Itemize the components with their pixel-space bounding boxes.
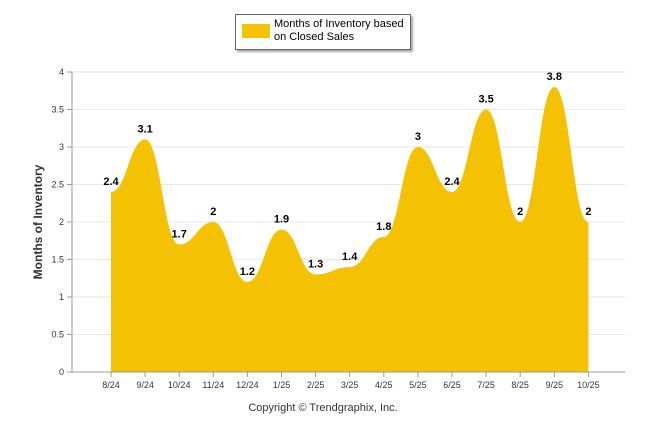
data-label: 2 [517, 206, 523, 218]
y-tick-label: 4 [59, 67, 64, 77]
x-tick-label: 5/25 [409, 380, 427, 390]
data-label: 3.1 [137, 124, 152, 136]
data-labels: 2.4 3.1 1.7 2 1.2 1.9 1.3 1.4 1.8 3 2.4 3.5 2 3.8 2 [103, 71, 591, 278]
legend: Months of Inventory based on Closed Sale… [235, 14, 411, 50]
data-label: 2 [210, 206, 216, 218]
area-series [111, 87, 589, 372]
y-tick-label: 2.5 [51, 180, 64, 190]
x-tick-label: 6/25 [443, 380, 461, 390]
data-label: 1.9 [274, 214, 289, 226]
x-tick-label: 8/25 [511, 380, 529, 390]
data-label: 3.8 [547, 71, 562, 83]
data-label: 3 [415, 131, 421, 143]
data-label: 2.4 [103, 176, 119, 188]
x-tick-label: 4/25 [375, 380, 393, 390]
copyright-text: Copyright © Trendgraphix, Inc. [248, 402, 398, 414]
data-label: 2 [585, 206, 591, 218]
x-tick-label: 10/25 [577, 380, 600, 390]
y-tick-label: 1 [59, 292, 64, 302]
x-tick-label: 7/25 [477, 380, 495, 390]
data-label: 1.3 [308, 259, 323, 271]
data-label: 3.5 [478, 94, 493, 106]
data-label: 1.4 [342, 251, 358, 263]
y-tick-label: 3.5 [51, 105, 64, 115]
data-label: 1.2 [240, 266, 255, 278]
y-tick-label: 2 [59, 217, 64, 227]
y-axis-title: Months of Inventory [31, 164, 45, 279]
x-tick-label: 1/25 [273, 380, 291, 390]
axes [71, 72, 625, 373]
x-tick-label: 8/24 [102, 380, 120, 390]
y-tick-labels: 0 0.5 1 1.5 2 2.5 3 3.5 4 [51, 67, 64, 377]
y-tick-label: 0 [59, 367, 64, 377]
legend-label: Months of Inventory based on Closed Sale… [274, 18, 404, 43]
legend-swatch [242, 24, 270, 38]
x-tick-label: 10/24 [168, 380, 191, 390]
data-label: 2.4 [444, 176, 460, 188]
x-tick-labels: 8/24 9/24 10/24 11/24 12/24 1/25 2/25 3/25 4/25 5… [102, 372, 600, 390]
y-tick-label: 0.5 [51, 330, 64, 340]
y-tick-label: 3 [59, 142, 64, 152]
y-tick-label: 1.5 [51, 255, 64, 265]
x-tick-label: 12/24 [236, 380, 259, 390]
x-tick-label: 9/25 [546, 380, 564, 390]
data-label: 1.7 [172, 229, 187, 241]
x-tick-label: 11/24 [202, 380, 224, 390]
data-label: 1.8 [376, 221, 391, 233]
x-tick-label: 2/25 [307, 380, 325, 390]
x-tick-label: 9/24 [136, 380, 154, 390]
x-tick-label: 3/25 [341, 380, 359, 390]
